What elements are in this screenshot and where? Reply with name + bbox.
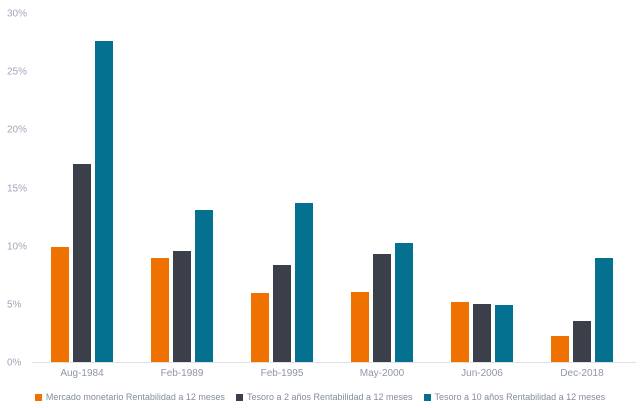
- legend-item-1[interactable]: Tesoro a 2 años Rentabilidad a 12 meses: [235, 392, 413, 402]
- y-tick-label: 15%: [7, 183, 28, 194]
- bar-series-1-Dec-2018: [573, 321, 591, 362]
- bar-series-1-Feb-1989: [173, 251, 191, 362]
- y-tick-label: 25%: [7, 66, 28, 78]
- legend-item-2[interactable]: Tesoro a 10 años Rentabilidad a 12 meses: [423, 392, 606, 402]
- bar-series-0-Dec-2018: [551, 336, 569, 362]
- bar-series-1-Aug-1984: [73, 164, 91, 362]
- bar-series-2-Jun-2006: [495, 304, 513, 362]
- x-axis-line: [32, 362, 636, 363]
- bar-series-1-Jun-2006: [473, 303, 491, 362]
- x-axis-label-Aug-1984: Aug-1984: [60, 368, 104, 379]
- x-axis-label-Feb-1995: Feb-1995: [260, 368, 304, 379]
- legend-marker-icon: [423, 393, 431, 401]
- legend-label: Mercado monetario Rentabilidad a 12 mese…: [45, 392, 225, 402]
- y-tick-label: 30%: [7, 8, 28, 20]
- bar-series-0-Jun-2006: [451, 301, 469, 362]
- bar-series-2-Feb-1995: [295, 202, 313, 362]
- y-tick-label: 0%: [7, 357, 22, 369]
- bar-series-2-May-2000: [395, 243, 413, 362]
- bar-series-0-Aug-1984: [51, 246, 69, 362]
- y-tick-label: 10%: [7, 241, 28, 253]
- legend-label: Tesoro a 2 años Rentabilidad a 12 meses: [246, 392, 413, 402]
- x-axis-label-Dec-2018: Dec-2018: [560, 368, 604, 379]
- bar-series-1-Feb-1995: [273, 265, 291, 362]
- legend-marker-icon: [235, 393, 243, 401]
- x-axis-label-May-2000: May-2000: [359, 368, 405, 379]
- x-axis-label-Jun-2006: Jun-2006: [461, 368, 503, 379]
- legend-marker-icon: [34, 393, 42, 401]
- y-tick-label: 5%: [7, 299, 22, 311]
- bar-series-1-May-2000: [373, 253, 391, 362]
- legend-item-0[interactable]: Mercado monetario Rentabilidad a 12 mese…: [34, 392, 225, 402]
- bar-series-2-Dec-2018: [595, 258, 613, 362]
- legend-label: Tesoro a 10 años Rentabilidad a 12 meses: [434, 392, 606, 402]
- y-tick-label: 20%: [7, 124, 28, 136]
- bar-series-2-Feb-1989: [195, 209, 213, 362]
- x-axis-label-Feb-1989: Feb-1989: [160, 368, 204, 379]
- bar-series-0-May-2000: [351, 292, 369, 362]
- legend: Mercado monetario Rentabilidad a 12 mese…: [0, 392, 640, 402]
- bar-series-2-Aug-1984: [95, 40, 113, 362]
- bar-series-0-Feb-1995: [251, 293, 269, 362]
- bar-series-0-Feb-1989: [151, 258, 169, 362]
